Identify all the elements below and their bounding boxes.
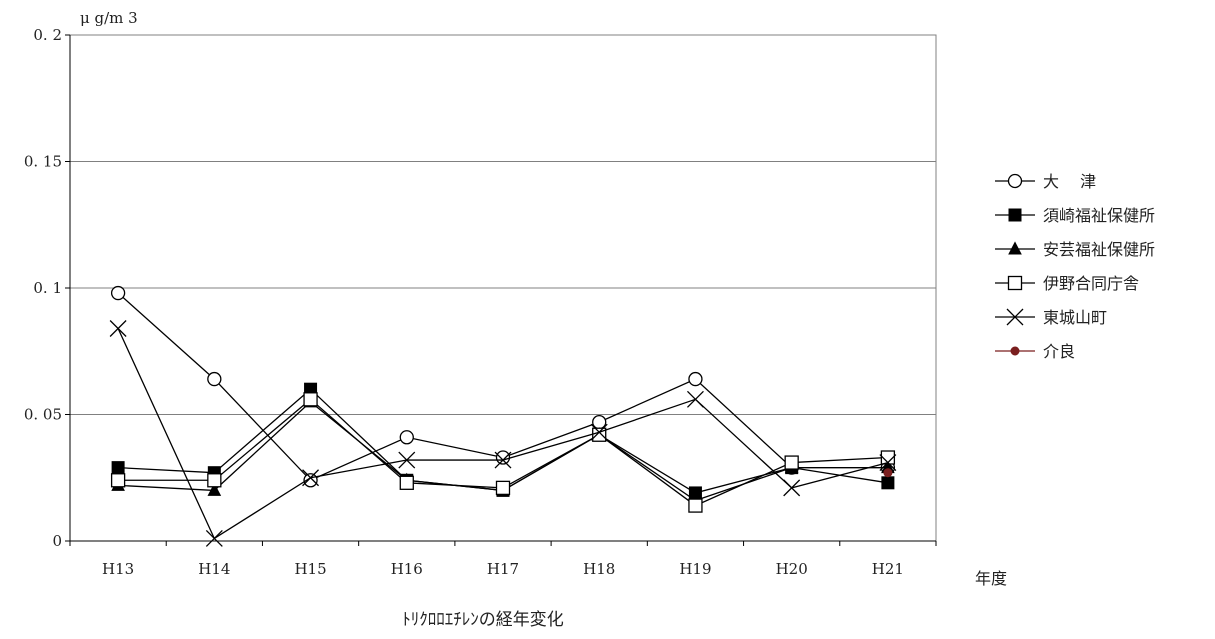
series-6 (883, 468, 893, 478)
legend-label: 伊野合同庁舎 (1043, 274, 1139, 293)
data-point (590, 423, 608, 441)
data-point (1008, 208, 1022, 222)
data-point-stroke (1006, 308, 1024, 326)
data-point (688, 498, 703, 513)
data-point (1007, 173, 1023, 189)
x-axis-label: 年度 (975, 569, 1007, 588)
data-point (303, 392, 318, 407)
data-point (1007, 275, 1023, 291)
y-tick-label: 0. 15 (24, 153, 62, 171)
legend-label: 大 津 (1043, 172, 1096, 191)
chart-title: ﾄﾘｸﾛﾛｴﾁﾚﾝの経年変化 (402, 610, 564, 630)
data-point (879, 454, 897, 472)
data-point (207, 482, 222, 496)
data-point (495, 480, 511, 496)
data-point (207, 371, 222, 387)
y-tick-label: 0. 2 (33, 26, 62, 44)
legend-item-6: 介良 (995, 342, 1075, 361)
data-point-stroke (879, 454, 897, 472)
data-point (1010, 346, 1020, 356)
data-point (398, 451, 416, 469)
axes: 0 0. 05 0. 1 0. 15 0. 2 H13 H14 H15 H16 H17 H18 H19… (24, 26, 937, 578)
data-point-stroke (205, 530, 223, 547)
data-point (205, 530, 223, 547)
data-point (1006, 308, 1024, 326)
legend-item-2: 須崎福祉保健所 (995, 206, 1155, 225)
legend-label: 須崎福祉保健所 (1043, 206, 1155, 225)
data-point-stroke (686, 390, 704, 408)
data-point (399, 475, 414, 490)
y-tick-label: 0. 05 (24, 406, 62, 424)
x-tick-label: H19 (679, 560, 711, 578)
unit-label: μ g/m 3 (80, 9, 138, 27)
series-4 (110, 392, 896, 513)
series-5 (109, 320, 897, 547)
x-tick-label: H15 (294, 560, 326, 578)
data-point (592, 414, 607, 430)
data-point (495, 450, 511, 465)
data-point (783, 479, 801, 497)
legend-label: 介良 (1043, 342, 1075, 361)
x-tick-label: H16 (391, 560, 423, 578)
data-point (109, 320, 127, 337)
legend-item-5: 東城山町 (995, 308, 1107, 327)
x-tick-label: H14 (198, 560, 230, 578)
data-point (207, 473, 222, 488)
data-point (1008, 241, 1022, 255)
data-point (688, 371, 703, 387)
data-point-stroke (783, 479, 801, 497)
data-point (686, 390, 704, 408)
data-point (110, 285, 126, 301)
data-point-stroke (590, 423, 608, 441)
data-point (784, 455, 799, 470)
data-point-stroke (302, 469, 320, 487)
data-point (883, 468, 893, 478)
x-tick-label: H13 (102, 560, 134, 578)
x-tick-label: H21 (872, 560, 904, 578)
legend-item-1: 大 津 (995, 172, 1096, 191)
legend-item-4: 伊野合同庁舎 (995, 274, 1139, 293)
x-tick-label: H18 (583, 560, 615, 578)
data-point (494, 451, 512, 469)
x-tick-label: H20 (776, 560, 808, 578)
series-layer (109, 285, 897, 547)
data-point (110, 473, 126, 488)
gridlines (70, 161, 936, 415)
data-point (399, 430, 414, 445)
data-point-stroke (109, 320, 127, 337)
y-tick-label: 0 (52, 532, 62, 550)
legend-item-3: 安芸福祉保健所 (995, 240, 1155, 259)
data-point-stroke (398, 451, 416, 469)
data-point (302, 469, 320, 487)
legend-label: 東城山町 (1043, 308, 1107, 327)
legend-label: 安芸福祉保健所 (1043, 240, 1155, 259)
data-point (880, 450, 896, 465)
data-point (111, 461, 125, 475)
data-point-stroke (494, 451, 512, 469)
data-point (881, 476, 895, 490)
y-tick-label: 0. 1 (33, 279, 62, 297)
x-tick-label: H17 (487, 560, 519, 578)
